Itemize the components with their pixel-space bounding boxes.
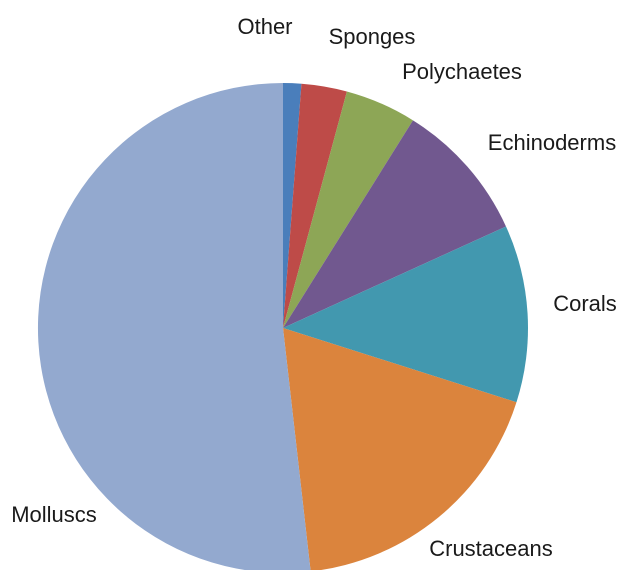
pie-label-molluscs: Molluscs [11, 502, 97, 527]
pie-slice-crustaceans [283, 328, 517, 570]
pie-label-corals: Corals [553, 291, 617, 316]
pie-slice-echinoderms [283, 120, 506, 328]
pie-slices [37, 83, 529, 570]
pie-label-polychaetes: Polychaetes [402, 59, 522, 84]
pie-slice-other [283, 83, 302, 328]
pie-slice-molluscs [37, 83, 311, 570]
pie-label-echinoderms: Echinoderms [488, 130, 616, 155]
pie-labels: Other Sponges Polychaetes Echinoderms Corals… [11, 14, 617, 561]
pie-label-sponges: Sponges [329, 24, 416, 49]
pie-slice-corals [283, 226, 529, 403]
pie-slice-sponges [283, 83, 347, 328]
pie-slice-polychaetes [283, 91, 413, 328]
pie-label-crustaceans: Crustaceans [429, 536, 553, 561]
pie-label-other: Other [237, 14, 292, 39]
